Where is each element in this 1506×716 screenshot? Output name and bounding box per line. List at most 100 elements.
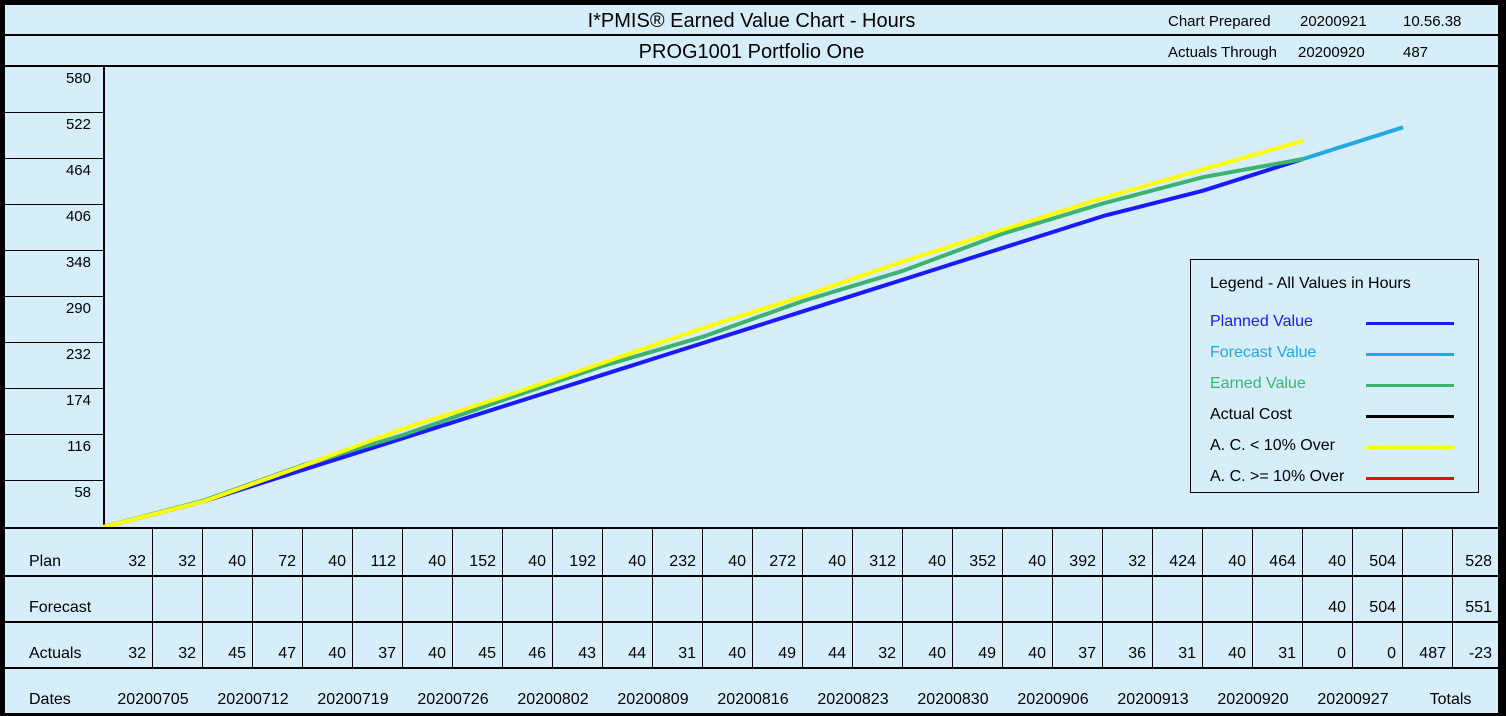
date-cell: 20200809 bbox=[603, 667, 703, 713]
date-label: 20200927 bbox=[1317, 691, 1389, 708]
table-cell: 31 bbox=[1253, 621, 1303, 667]
legend: Legend - All Values in Hours Planned Val… bbox=[1190, 259, 1479, 493]
cell-value: 40 bbox=[928, 553, 946, 570]
table-cell: 40 bbox=[303, 621, 353, 667]
cell-value: 40 bbox=[1028, 645, 1046, 662]
y-tick: 174 bbox=[5, 389, 103, 435]
cell-value: 40 bbox=[728, 645, 746, 662]
table-cell: 40 bbox=[1203, 621, 1253, 667]
y-tick: 522 bbox=[5, 113, 103, 159]
date-cell: 20200920 bbox=[1203, 667, 1303, 713]
table-cell: 528 bbox=[1453, 529, 1498, 575]
table-cell bbox=[1203, 575, 1253, 621]
cell-value: 44 bbox=[628, 645, 646, 662]
table-cell: 40 bbox=[1303, 529, 1353, 575]
actuals-through-date: 20200920 bbox=[1298, 44, 1365, 61]
table-cell bbox=[1253, 575, 1303, 621]
cell-value: 40 bbox=[628, 553, 646, 570]
subtitle-bar: PROG1001 Portfolio One Actuals Through 2… bbox=[5, 36, 1498, 67]
totals-cell: Totals bbox=[1403, 667, 1498, 713]
table-cell bbox=[753, 575, 803, 621]
cell-value: 312 bbox=[869, 553, 896, 570]
chart-prepared-label: Chart Prepared bbox=[1168, 13, 1271, 30]
table-cell: 40 bbox=[503, 529, 553, 575]
table-cell: 49 bbox=[753, 621, 803, 667]
table-cell: -23 bbox=[1453, 621, 1498, 667]
date-cell: 20200712 bbox=[203, 667, 303, 713]
table-cell: 312 bbox=[853, 529, 903, 575]
table-cell: 45 bbox=[203, 621, 253, 667]
table-cell bbox=[253, 575, 303, 621]
y-axis: 580 522 464 406 348 290 232 174 116 58 bbox=[5, 67, 105, 527]
legend-swatch bbox=[1366, 477, 1454, 480]
table-cell bbox=[953, 575, 1003, 621]
series-line-a-c-10-over bbox=[102, 138, 1304, 529]
cell-value: 36 bbox=[1128, 645, 1146, 662]
cell-value: 40 bbox=[328, 645, 346, 662]
cell-value: 40 bbox=[1228, 645, 1246, 662]
cell-value: 152 bbox=[469, 553, 496, 570]
table-cell bbox=[553, 575, 603, 621]
cell-value: 45 bbox=[228, 645, 246, 662]
cell-value: 40 bbox=[528, 553, 546, 570]
cell-value: 504 bbox=[1369, 553, 1396, 570]
legend-item-earned-value: Earned Value bbox=[1210, 375, 1470, 395]
table-cell: 272 bbox=[753, 529, 803, 575]
cell-value: 551 bbox=[1465, 599, 1492, 616]
table-cell: 44 bbox=[803, 621, 853, 667]
table-cell bbox=[703, 575, 753, 621]
cell-value: 192 bbox=[569, 553, 596, 570]
table-cell: 32 bbox=[153, 621, 203, 667]
table-cell bbox=[403, 575, 453, 621]
table-cell: 464 bbox=[1253, 529, 1303, 575]
cell-value: 40 bbox=[228, 553, 246, 570]
table-cell bbox=[653, 575, 703, 621]
table-cell bbox=[103, 575, 153, 621]
cell-value: 272 bbox=[769, 553, 796, 570]
legend-label: A. C. >= 10% Over bbox=[1210, 468, 1345, 485]
table-cell: 31 bbox=[1153, 621, 1203, 667]
chart-frame: I*PMIS® Earned Value Chart - Hours Chart… bbox=[5, 5, 1498, 713]
cell-value: 40 bbox=[1328, 553, 1346, 570]
y-tick: 116 bbox=[5, 435, 103, 481]
table-cell: 32 bbox=[853, 621, 903, 667]
table-cell: 392 bbox=[1053, 529, 1103, 575]
legend-item-ac-over-10-over: A. C. >= 10% Over bbox=[1210, 468, 1470, 488]
cell-value: 44 bbox=[828, 645, 846, 662]
cell-value: 72 bbox=[278, 553, 296, 570]
actuals-through-value: 487 bbox=[1403, 44, 1429, 61]
table-cell: 44 bbox=[603, 621, 653, 667]
date-cell: 20200802 bbox=[503, 667, 603, 713]
date-cell: 20200719 bbox=[303, 667, 403, 713]
date-label: 20200913 bbox=[1117, 691, 1189, 708]
row-label: Actuals bbox=[29, 645, 82, 662]
table-row-dates: Dates 20200705 20200712 20200719 20200726 20… bbox=[5, 667, 1498, 713]
cell-value: -23 bbox=[1468, 645, 1492, 662]
cell-value: 49 bbox=[978, 645, 996, 662]
table-cell bbox=[1003, 575, 1053, 621]
date-label: 20200705 bbox=[117, 691, 189, 708]
chart-title: I*PMIS® Earned Value Chart - Hours bbox=[587, 10, 916, 32]
cell-value: 32 bbox=[128, 645, 146, 662]
cell-value: 47 bbox=[278, 645, 296, 662]
legend-title: Legend - All Values in Hours bbox=[1210, 275, 1411, 292]
legend-label: A. C. < 10% Over bbox=[1210, 437, 1335, 454]
table-cell: 40 bbox=[603, 529, 653, 575]
table-cell: 40 bbox=[703, 621, 753, 667]
cell-value: 0 bbox=[1337, 645, 1346, 662]
table-cell: 40 bbox=[1203, 529, 1253, 575]
totals-label: Totals bbox=[1429, 691, 1472, 708]
date-cell: 20200705 bbox=[103, 667, 203, 713]
date-cell: 20200823 bbox=[803, 667, 903, 713]
title-bar: I*PMIS® Earned Value Chart - Hours Chart… bbox=[5, 5, 1498, 36]
table-cell: 37 bbox=[1053, 621, 1103, 667]
date-cell: 20200816 bbox=[703, 667, 803, 713]
date-label: 20200920 bbox=[1217, 691, 1289, 708]
cell-value: 32 bbox=[1128, 553, 1146, 570]
date-cell: 20200830 bbox=[903, 667, 1003, 713]
table-cell bbox=[903, 575, 953, 621]
y-tick: 406 bbox=[5, 205, 103, 251]
table-cell: 49 bbox=[953, 621, 1003, 667]
table-cell bbox=[603, 575, 653, 621]
legend-item-planned-value: Planned Value bbox=[1210, 313, 1470, 333]
